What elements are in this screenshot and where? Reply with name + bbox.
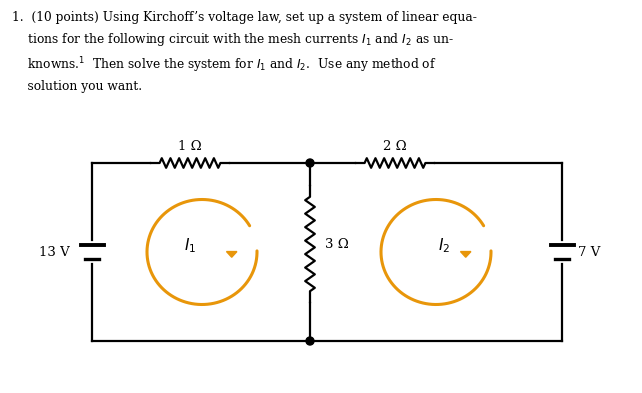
Text: 3 Ω: 3 Ω — [325, 237, 349, 250]
Polygon shape — [460, 252, 471, 257]
Text: 1.  (10 points) Using Kirchoff’s voltage law, set up a system of linear equa-
  : 1. (10 points) Using Kirchoff’s voltage … — [12, 11, 477, 94]
Circle shape — [306, 159, 314, 167]
Polygon shape — [227, 252, 237, 257]
Text: 7 V: 7 V — [578, 246, 600, 259]
Text: 13 V: 13 V — [39, 246, 70, 259]
Text: 1 Ω: 1 Ω — [178, 140, 202, 153]
Text: $I_2$: $I_2$ — [438, 237, 450, 255]
Text: $I_1$: $I_1$ — [184, 237, 196, 255]
Text: 2 Ω: 2 Ω — [383, 140, 407, 153]
Circle shape — [306, 337, 314, 345]
